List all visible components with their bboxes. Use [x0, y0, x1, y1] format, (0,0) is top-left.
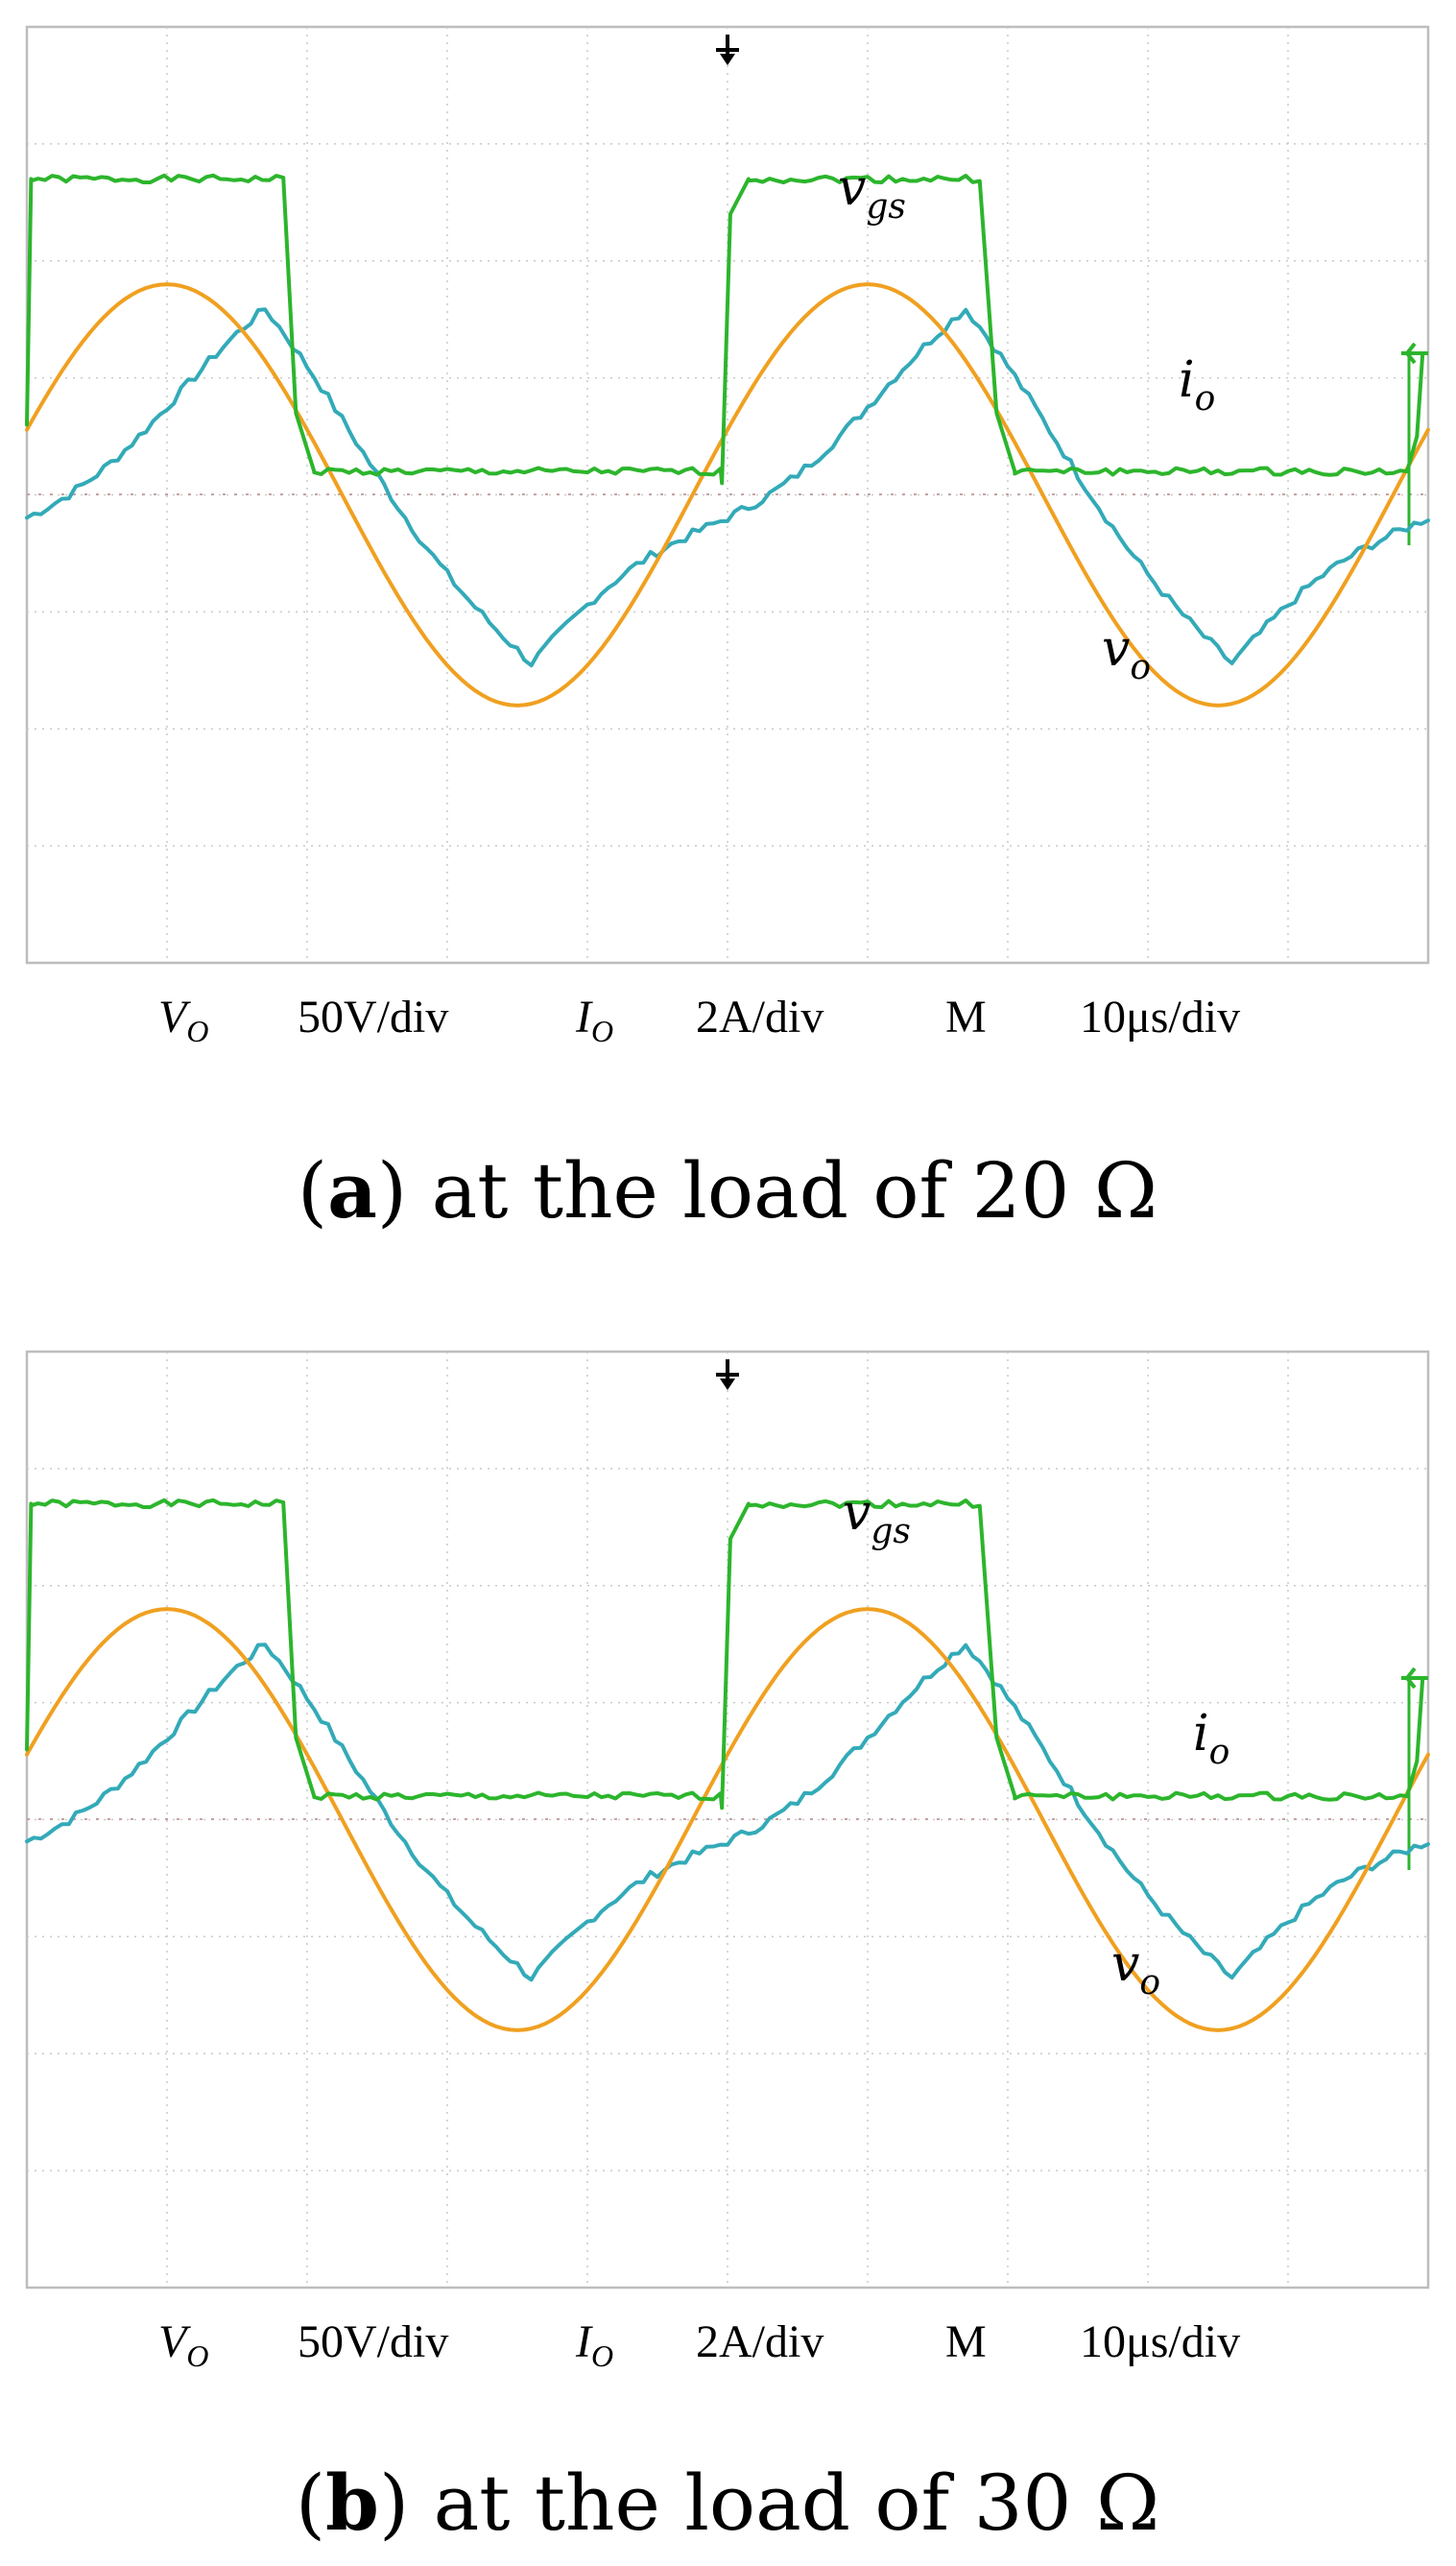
grid-b — [27, 1352, 1428, 2288]
chart-b: vgs io vo VO 50V/div IO 2A/div M 10μs/di… — [25, 1350, 1430, 2548]
caption-a: (a) at the load of 20 Ω — [298, 1145, 1158, 1235]
vgs-label-b: vgs — [843, 1484, 911, 1551]
io-label-a: io — [1179, 351, 1215, 419]
plot-area-b: vgs io vo — [25, 1350, 1430, 2290]
scale-time-value-a: 10μs/div — [1080, 992, 1240, 1043]
io-trace-a — [25, 307, 1430, 668]
panel-a: vgs io vo VO 50V/div IO 2A/div M 10μs/di… — [25, 25, 1430, 1235]
scale-vo-channel-b: VO — [158, 2316, 208, 2373]
scale-vo-value-a: 50V/div — [298, 992, 448, 1043]
vo-label-b: vo — [1111, 1935, 1160, 2002]
io-label-b: io — [1193, 1705, 1229, 1772]
plot-area-a: vgs io vo — [25, 25, 1430, 965]
trigger-marker-a — [716, 35, 739, 65]
scale-vo-value-b: 50V/div — [298, 2316, 448, 2367]
scale-vo-channel-a: VO — [158, 992, 208, 1048]
scale-io-value-a: 2A/div — [696, 992, 823, 1043]
scale-bar-a: VO 50V/div IO 2A/div M 10μs/div — [158, 992, 1240, 1048]
vo-label-a: vo — [1102, 620, 1151, 687]
scale-time-value-b: 10μs/div — [1080, 2316, 1240, 2367]
vo-trace-b — [25, 1607, 1430, 2032]
scale-io-value-b: 2A/div — [696, 2316, 823, 2367]
scale-io-channel-a: IO — [575, 992, 613, 1048]
caption-b: (b) at the load of 30 Ω — [296, 2458, 1159, 2548]
vgs-trace-b — [25, 1498, 1425, 1811]
scale-io-channel-b: IO — [575, 2316, 613, 2373]
io-trace-b — [25, 1643, 1430, 1982]
panel-b: vgs io vo VO 50V/div IO 2A/div M 10μs/di… — [0, 1325, 1456, 2566]
scale-m-channel-b: M — [945, 2316, 987, 2367]
scale-bar-b: VO 50V/div IO 2A/div M 10μs/div — [158, 2316, 1240, 2373]
vgs-trace-a — [25, 173, 1425, 486]
trigger-marker-b — [716, 1359, 739, 1390]
vgs-label-a: vgs — [838, 159, 906, 227]
chart-a: vgs io vo VO 50V/div IO 2A/div M 10μs/di… — [25, 25, 1430, 1235]
vo-trace-a — [25, 282, 1430, 707]
scale-m-channel-a: M — [945, 992, 987, 1043]
